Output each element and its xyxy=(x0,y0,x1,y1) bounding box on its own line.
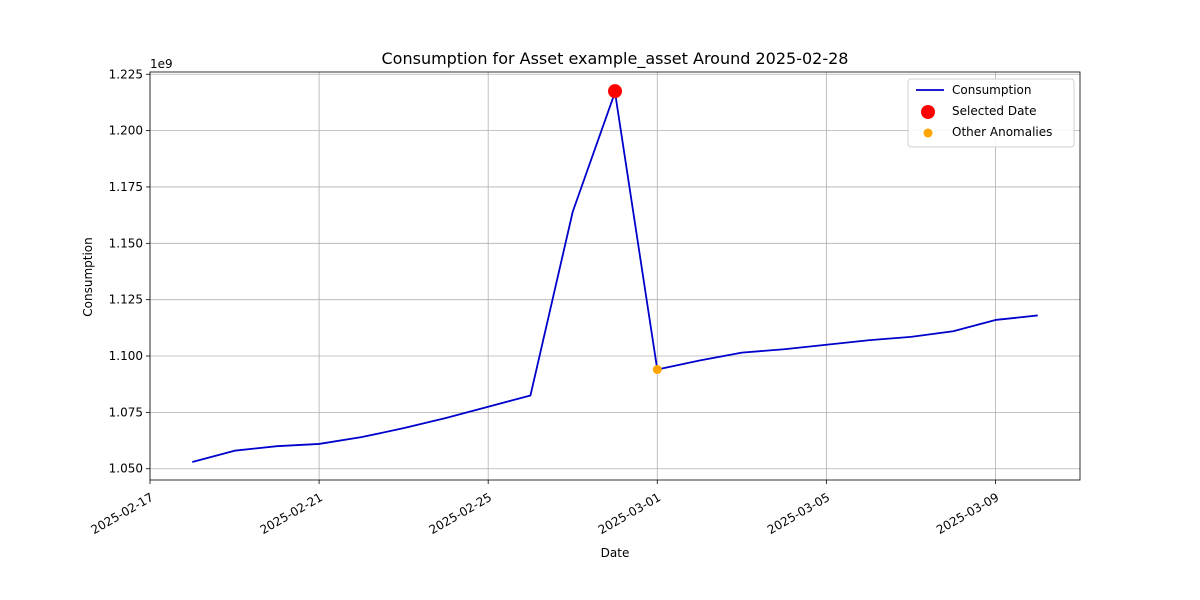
legend: Consumption Selected Date Other Anomalies xyxy=(907,78,1075,148)
x-axis-label: Date xyxy=(601,546,630,560)
chart-title: Consumption for Asset example_asset Arou… xyxy=(382,49,849,69)
legend-label: Consumption xyxy=(952,83,1031,97)
x-tick-label: 2025-02-25 xyxy=(427,490,494,537)
x-tick-label: 2025-02-17 xyxy=(88,490,155,537)
y-tick-label: 1.175 xyxy=(109,180,143,194)
y-tick-label: 1.050 xyxy=(109,462,143,476)
y-axis-offset: 1e9 xyxy=(150,57,173,71)
x-tick-label: 2025-03-01 xyxy=(596,490,663,537)
legend-label: Other Anomalies xyxy=(952,125,1052,139)
y-tick-label: 1.125 xyxy=(109,293,143,307)
legend-anomaly-swatch xyxy=(923,128,933,138)
y-tick-label: 1.150 xyxy=(109,236,143,250)
legend-selected-swatch xyxy=(921,105,935,119)
x-tick-label: 2025-03-05 xyxy=(765,490,832,537)
plot-area: 2025-02-17 2025-02-21 2025-02-25 2025-03-01… xyxy=(88,67,1081,537)
legend-label: Selected Date xyxy=(952,104,1037,118)
x-tick-label: 2025-02-21 xyxy=(258,490,325,537)
y-tick-label: 1.200 xyxy=(109,124,143,138)
y-tick-label: 1.100 xyxy=(109,349,143,363)
selected-date-marker xyxy=(608,84,622,99)
y-axis-label: Consumption xyxy=(81,237,95,316)
x-tick-label: 2025-03-09 xyxy=(934,490,1001,537)
y-tick-label: 1.225 xyxy=(109,67,143,81)
legend-frame xyxy=(907,78,1075,148)
y-tick-label: 1.075 xyxy=(109,405,143,419)
axes-frame xyxy=(149,71,1081,481)
other-anomaly-marker xyxy=(652,365,662,375)
